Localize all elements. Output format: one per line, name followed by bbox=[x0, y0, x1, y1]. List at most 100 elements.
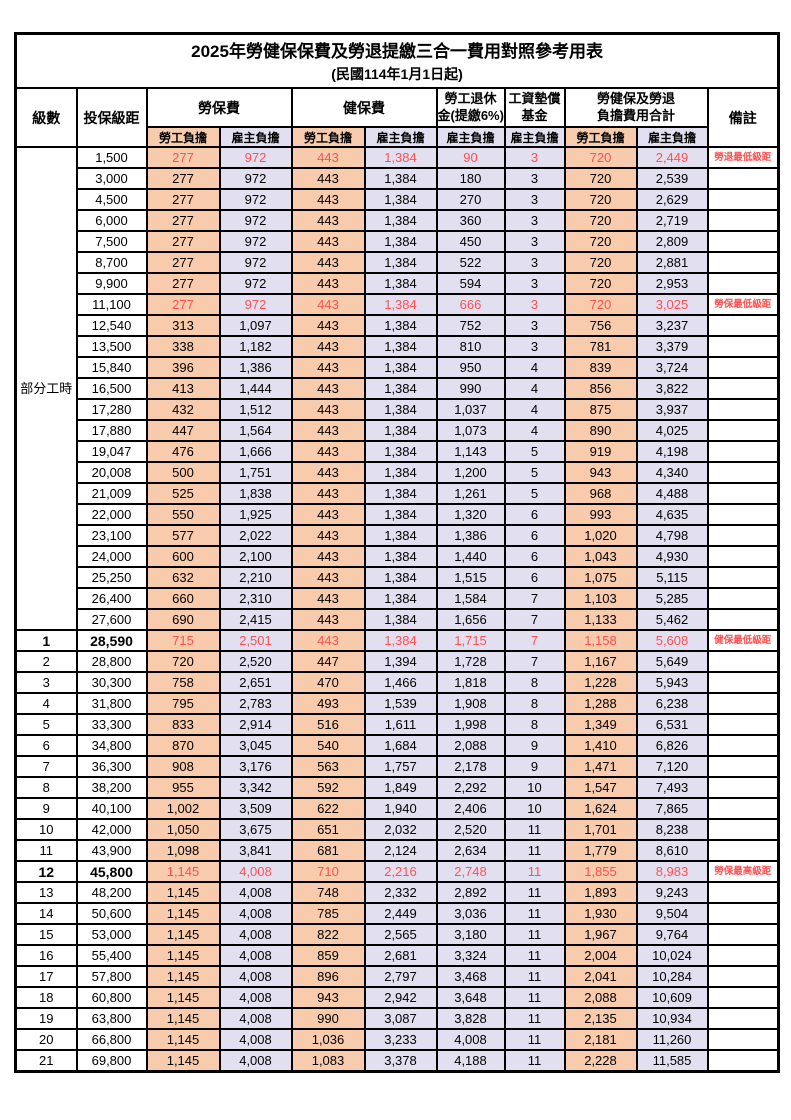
health-employee-cell: 443 bbox=[290, 545, 366, 568]
total-employee-cell: 720 bbox=[563, 251, 638, 274]
health-employee-cell: 443 bbox=[290, 356, 366, 379]
health-employee-cell: 896 bbox=[290, 965, 366, 988]
subheader-total-employer: 雇主負擔 bbox=[636, 126, 709, 148]
labor-employee-cell: 955 bbox=[145, 776, 221, 799]
health-employer-cell: 1,384 bbox=[364, 146, 438, 169]
level-cell: 20 bbox=[14, 1028, 78, 1051]
health-employer-cell: 1,384 bbox=[364, 314, 438, 337]
table-row: 20 66,800 1,145 4,008 1,036 3,233 4,008 11 2,181… bbox=[14, 1028, 780, 1051]
labor-employee-cell: 1,002 bbox=[145, 797, 221, 820]
pension-employer-cell: 3,468 bbox=[435, 965, 506, 988]
bracket-cell: 69,800 bbox=[75, 1049, 148, 1073]
table-title-block: 2025年勞健保保費及勞退提繳三合一費用對照參考用表 (民國114年1月1日起) bbox=[14, 32, 780, 89]
pension-employer-cell: 90 bbox=[435, 146, 506, 169]
wage-fund-employer-cell: 5 bbox=[503, 461, 566, 484]
bracket-cell: 16,500 bbox=[75, 377, 148, 400]
health-employer-cell: 1,466 bbox=[364, 671, 438, 694]
remark-cell bbox=[706, 314, 780, 337]
total-employer-cell: 7,493 bbox=[636, 776, 709, 799]
total-employer-cell: 8,238 bbox=[636, 818, 709, 841]
labor-employer-cell: 2,415 bbox=[219, 608, 293, 631]
remark-cell bbox=[706, 986, 780, 1009]
remark-cell bbox=[706, 587, 780, 610]
bracket-cell: 42,000 bbox=[75, 818, 148, 841]
health-employer-cell: 1,684 bbox=[364, 734, 438, 757]
health-employer-cell: 1,384 bbox=[364, 503, 438, 526]
pension-employer-cell: 2,088 bbox=[435, 734, 506, 757]
pension-line1: 勞工退休 bbox=[444, 91, 497, 107]
pension-employer-cell: 666 bbox=[435, 293, 506, 316]
total-employee-cell: 720 bbox=[563, 272, 638, 295]
health-employer-cell: 2,565 bbox=[364, 923, 438, 946]
pension-employer-cell: 3,324 bbox=[435, 944, 506, 967]
pension-employer-cell: 4,008 bbox=[435, 1028, 506, 1051]
bracket-cell: 1,500 bbox=[75, 146, 148, 169]
total-employee-cell: 856 bbox=[563, 377, 638, 400]
total-employee-cell: 1,967 bbox=[563, 923, 638, 946]
total-employee-cell: 2,181 bbox=[563, 1028, 638, 1051]
health-employee-cell: 447 bbox=[290, 650, 366, 673]
wage-fund-employer-cell: 11 bbox=[503, 986, 566, 1009]
total-employer-cell: 4,340 bbox=[636, 461, 709, 484]
health-employee-cell: 443 bbox=[290, 587, 366, 610]
remark-cell bbox=[706, 1049, 780, 1073]
health-employee-cell: 859 bbox=[290, 944, 366, 967]
total-employee-cell: 875 bbox=[563, 398, 638, 421]
labor-employer-cell: 3,342 bbox=[219, 776, 293, 799]
labor-employee-cell: 525 bbox=[145, 482, 221, 505]
total-employee-cell: 1,228 bbox=[563, 671, 638, 694]
total-employer-cell: 10,609 bbox=[636, 986, 709, 1009]
health-employee-cell: 748 bbox=[290, 881, 366, 904]
health-employee-cell: 443 bbox=[290, 419, 366, 442]
total-employee-cell: 720 bbox=[563, 146, 638, 169]
health-employee-cell: 443 bbox=[290, 146, 366, 169]
remark-cell bbox=[706, 335, 780, 358]
table-row: 10 42,000 1,050 3,675 651 2,032 2,520 11 1,701 8,… bbox=[14, 818, 780, 841]
header-sub-row: 勞工負擔 雇主負擔 勞工負擔 雇主負擔 雇主負擔 雇主負擔 勞工負擔 雇主負擔 bbox=[16, 126, 779, 148]
level-cell: 13 bbox=[14, 881, 78, 904]
health-employer-cell: 2,032 bbox=[364, 818, 438, 841]
health-employer-cell: 2,124 bbox=[364, 839, 438, 862]
level-cell: 16 bbox=[14, 944, 78, 967]
labor-employer-cell: 4,008 bbox=[219, 902, 293, 925]
labor-employee-cell: 1,145 bbox=[145, 860, 221, 883]
level-cell: 2 bbox=[14, 650, 78, 673]
wage-fund-employer-cell: 4 bbox=[503, 419, 566, 442]
remark-cell bbox=[706, 209, 780, 232]
labor-employer-cell: 2,914 bbox=[219, 713, 293, 736]
labor-employee-cell: 690 bbox=[145, 608, 221, 631]
health-employer-cell: 1,757 bbox=[364, 755, 438, 778]
labor-employee-cell: 795 bbox=[145, 692, 221, 715]
labor-employer-cell: 1,444 bbox=[219, 377, 293, 400]
total-employer-cell: 5,649 bbox=[636, 650, 709, 673]
col-header-pension: 勞工退休 金(提繳6%) bbox=[435, 87, 506, 128]
health-employer-cell: 1,384 bbox=[364, 440, 438, 463]
remark-cell bbox=[706, 230, 780, 253]
health-employer-cell: 1,384 bbox=[364, 356, 438, 379]
labor-employer-cell: 972 bbox=[219, 230, 293, 253]
health-employer-cell: 1,384 bbox=[364, 566, 438, 589]
health-employer-cell: 1,384 bbox=[364, 167, 438, 190]
total-employer-cell: 5,285 bbox=[636, 587, 709, 610]
table-row: 11,100 277 972 443 1,384 666 3 720 3,025 勞保最低級距 bbox=[16, 293, 780, 316]
wage-fund-employer-cell: 3 bbox=[503, 314, 566, 337]
health-employee-cell: 443 bbox=[290, 251, 366, 274]
bracket-cell: 20,008 bbox=[75, 461, 148, 484]
bracket-cell: 50,600 bbox=[75, 902, 148, 925]
total-employee-cell: 1,624 bbox=[563, 797, 638, 820]
table-row: 13,500 338 1,182 443 1,384 810 3 781 3,379 bbox=[16, 335, 780, 358]
wage-fund-employer-cell: 11 bbox=[503, 965, 566, 988]
level-cell: 19 bbox=[14, 1007, 78, 1030]
total-employee-cell: 1,349 bbox=[563, 713, 638, 736]
wage-fund-employer-cell: 3 bbox=[503, 335, 566, 358]
table-row: 24,000 600 2,100 443 1,384 1,440 6 1,043 4,930 bbox=[16, 545, 780, 568]
total-employee-cell: 720 bbox=[563, 230, 638, 253]
table-body: 部分工時 1,500 277 972 443 1,384 90 3 720 2,449 勞退最低級距… bbox=[14, 146, 780, 1073]
wage-fund-employer-cell: 11 bbox=[503, 839, 566, 862]
wage-fund-employer-cell: 6 bbox=[503, 566, 566, 589]
health-employee-cell: 443 bbox=[290, 293, 366, 316]
remark-cell bbox=[706, 419, 780, 442]
health-employer-cell: 1,384 bbox=[364, 188, 438, 211]
labor-employer-cell: 4,008 bbox=[219, 1049, 293, 1073]
bracket-cell: 17,280 bbox=[75, 398, 148, 421]
